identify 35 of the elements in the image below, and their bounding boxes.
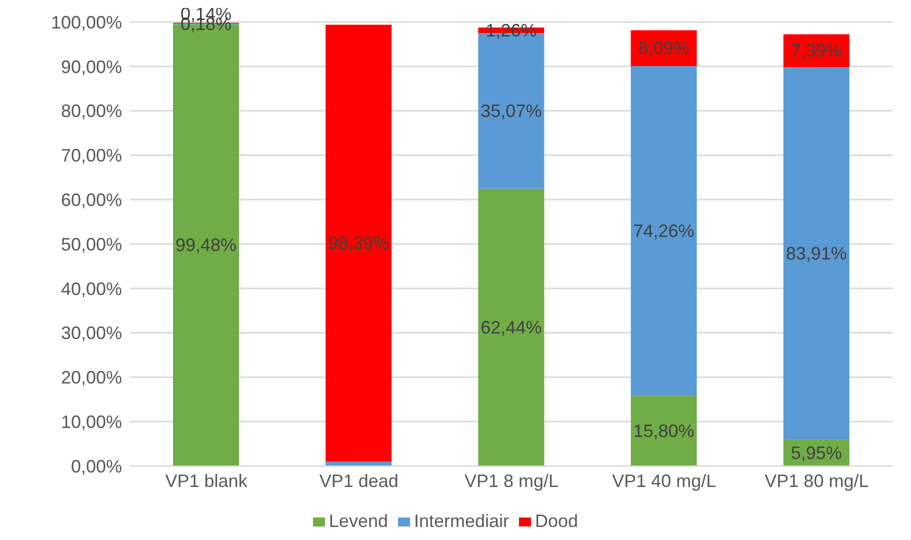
data-label: 7,39% bbox=[790, 40, 842, 61]
y-tick-label: 40,00% bbox=[60, 278, 122, 299]
data-label: 99,48% bbox=[175, 235, 237, 256]
bar bbox=[630, 66, 697, 396]
y-tick-label: 10,00% bbox=[60, 412, 122, 432]
y-tick-label: 90,00% bbox=[60, 56, 122, 77]
y-tick-label: 50,00% bbox=[60, 234, 122, 254]
y-tick-label: 70,00% bbox=[60, 146, 122, 166]
bar bbox=[630, 396, 697, 466]
data-label: 83,91% bbox=[786, 243, 847, 264]
x-tick-label: VP1 blank bbox=[165, 470, 248, 491]
x-tick-label: VP1 80 mg/L bbox=[764, 470, 869, 491]
bar bbox=[326, 462, 392, 466]
legend-label: Intermediair bbox=[414, 511, 510, 531]
y-tick-label: 0,00% bbox=[70, 456, 122, 476]
y-tick-label: 100,00% bbox=[50, 12, 122, 32]
x-tick-label: VP1 40 mg/L bbox=[612, 470, 716, 491]
y-tick-label: 60,00% bbox=[60, 190, 122, 210]
data-label: 74,26% bbox=[633, 220, 694, 241]
data-label: 5,95% bbox=[790, 442, 842, 463]
data-label: 15,80% bbox=[633, 420, 694, 441]
data-label: 62,44% bbox=[480, 317, 542, 338]
data-label: 98,39% bbox=[328, 233, 390, 254]
x-tick-label: VP1 dead bbox=[319, 470, 398, 491]
legend-label: Dood bbox=[535, 511, 578, 531]
x-tick-label: VP1 8 mg/L bbox=[464, 470, 559, 491]
data-label: 8,09% bbox=[638, 38, 690, 58]
y-tick-label: 80,00% bbox=[60, 101, 122, 122]
bar bbox=[478, 188, 544, 466]
bar bbox=[326, 24, 392, 462]
data-label: 35,07% bbox=[480, 100, 542, 121]
legend-label: Levend bbox=[328, 511, 388, 531]
y-tick-label: 30,00% bbox=[60, 323, 122, 344]
bar bbox=[783, 67, 850, 440]
y-tick-label: 20,00% bbox=[60, 368, 122, 388]
